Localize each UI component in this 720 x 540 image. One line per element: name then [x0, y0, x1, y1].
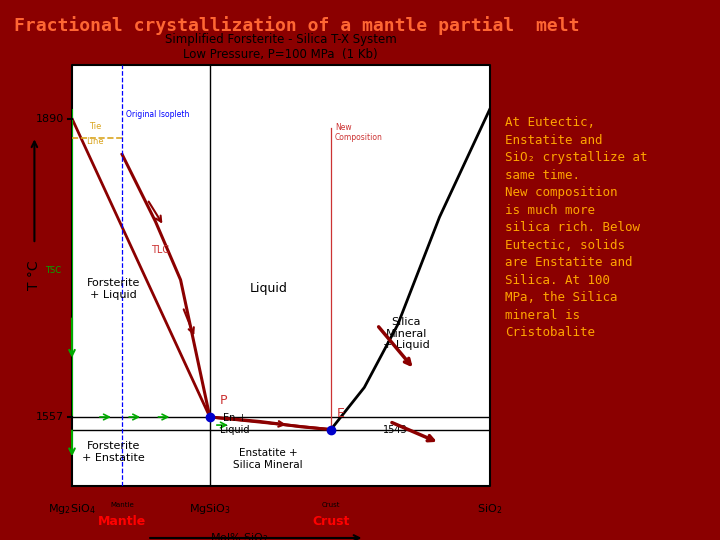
- Text: P: P: [220, 394, 228, 407]
- Text: 1543: 1543: [383, 424, 408, 435]
- Text: Mg$_2$SiO$_4$: Mg$_2$SiO$_4$: [48, 502, 96, 516]
- Text: Line: Line: [86, 137, 104, 146]
- Text: Mantle: Mantle: [110, 502, 134, 508]
- Text: Mol% SiO$_2$: Mol% SiO$_2$: [210, 531, 269, 540]
- Text: Crust: Crust: [322, 502, 340, 508]
- Text: Silica
Mineral
+ Liquid: Silica Mineral + Liquid: [383, 317, 429, 350]
- Text: Mantle: Mantle: [98, 515, 146, 528]
- Text: Fractional crystallization of a mantle partial  melt: Fractional crystallization of a mantle p…: [14, 16, 580, 35]
- Text: Enstatite +
Silica Mineral: Enstatite + Silica Mineral: [233, 448, 303, 470]
- Text: Crust: Crust: [312, 515, 350, 528]
- Text: Forsterite
+ Liquid: Forsterite + Liquid: [87, 278, 140, 300]
- Text: New
Composition: New Composition: [335, 123, 383, 143]
- Text: Liquid: Liquid: [249, 282, 287, 295]
- Text: Tie: Tie: [89, 123, 101, 131]
- Text: At Eutectic,
Enstatite and
SiO₂ crystallize at
same time.
New composition
is muc: At Eutectic, Enstatite and SiO₂ crystall…: [505, 116, 648, 339]
- Text: 1557: 1557: [35, 412, 63, 422]
- Title: Simplified Forsterite - Silica T-X System
Low Pressure, P=100 MPa  (1 Kb): Simplified Forsterite - Silica T-X Syste…: [165, 33, 397, 61]
- Text: MgSiO$_3$: MgSiO$_3$: [189, 502, 231, 516]
- Text: TSC: TSC: [45, 266, 62, 275]
- Text: E: E: [337, 407, 345, 420]
- Text: T °C: T °C: [27, 261, 42, 290]
- Text: SiO$_2$: SiO$_2$: [477, 502, 502, 516]
- Text: TLC: TLC: [150, 245, 168, 255]
- Text: Forsterite
+ Enstatite: Forsterite + Enstatite: [82, 441, 145, 463]
- Text: Original Isopleth: Original Isopleth: [126, 110, 189, 119]
- Text: En +
Liquid: En + Liquid: [220, 413, 250, 435]
- Text: 1890: 1890: [35, 113, 63, 124]
